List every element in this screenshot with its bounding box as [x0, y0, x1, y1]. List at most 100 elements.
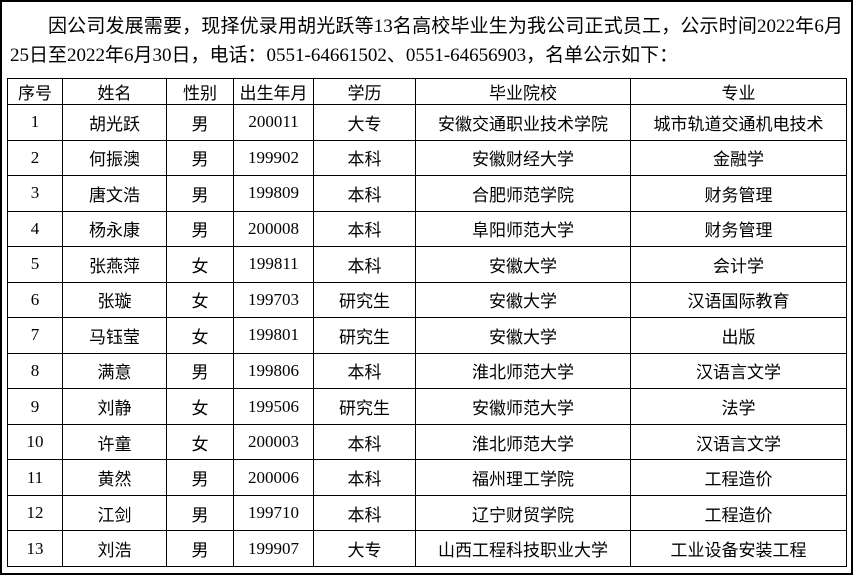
table-cell: 199506 — [233, 388, 314, 425]
table-cell: 男 — [166, 494, 234, 532]
table-cell: 200003 — [233, 423, 314, 461]
table-cell: 工业设备安装工程 — [630, 530, 847, 567]
table-header-cell: 性别 — [166, 78, 234, 105]
table-cell: 女 — [166, 246, 234, 283]
table-row: 7 马钰莹女 199801 研究生 安徽大学 出版 — [7, 317, 847, 354]
table-cell: 199806 — [233, 352, 314, 390]
table-cell: 辽宁财贸学院 — [415, 494, 631, 532]
table-row: 4 杨永康男 200008 本科 阜阳师范大学 财务管理 — [7, 210, 847, 248]
table-cell: 财务管理 — [630, 210, 847, 248]
table-cell: 7 — [7, 317, 63, 354]
table-cell: 研究生 — [313, 388, 416, 425]
table-cell: 出版 — [630, 317, 847, 354]
table-cell: 山西工程科技职业大学 — [415, 530, 631, 567]
table-cell: 刘静 — [62, 388, 167, 425]
table-cell: 张璇 — [62, 281, 167, 319]
table-row: 3 唐文浩男 199809 本科 合肥师范学院 财务管理 — [7, 175, 847, 212]
table-cell: 财务管理 — [630, 175, 847, 212]
table-cell: 淮北师范大学 — [415, 352, 631, 390]
table-cell: 199902 — [233, 139, 314, 177]
notice-intro-text: 因公司发展需要，现择优录用胡光跃等13名高校毕业生为我公司正式员工，公示时间20… — [10, 16, 843, 66]
table-row: 11 黄然男 200006 本科 福州理工学院 工程造价 — [7, 459, 847, 496]
table-cell: 男 — [166, 175, 234, 212]
table-cell: 本科 — [313, 494, 416, 532]
table-cell: 汉语言文学 — [630, 352, 847, 390]
table-cell: 本科 — [313, 423, 416, 461]
table-cell: 11 — [7, 459, 63, 496]
table-cell: 5 — [7, 246, 63, 283]
table-header-cell: 毕业院校 — [415, 78, 631, 105]
table-header-cell: 序号 — [7, 78, 63, 105]
table-cell: 6 — [7, 281, 63, 319]
table-cell: 何振澳 — [62, 139, 167, 177]
table-cell: 199703 — [233, 281, 314, 319]
table-cell: 女 — [166, 388, 234, 425]
table-cell: 男 — [166, 210, 234, 248]
table-cell: 淮北师范大学 — [415, 423, 631, 461]
table-cell: 199809 — [233, 175, 314, 212]
table-cell: 刘浩 — [62, 530, 167, 567]
table-cell: 江剑 — [62, 494, 167, 532]
table-cell: 安徽交通职业技术学院 — [415, 104, 631, 141]
table-header-cell: 专业 — [630, 78, 847, 105]
table-cell: 研究生 — [313, 317, 416, 354]
table-row: 2 何振澳男 199902 本科 安徽财经大学 金融学 — [7, 139, 847, 177]
table-cell: 许童 — [62, 423, 167, 461]
table-cell: 本科 — [313, 139, 416, 177]
graduates-table: 序号 姓名 性别 出生年月 学历 毕业院校 专业 1 胡光跃男 200011 大专 安徽交通职业技术… — [7, 78, 847, 567]
table-cell: 法学 — [630, 388, 847, 425]
table-row: 13 刘浩男 199907 大专 山西工程科技职业大学 工业设备安装工程 — [7, 530, 847, 567]
table-cell: 200008 — [233, 210, 314, 248]
table-cell: 本科 — [313, 175, 416, 212]
table-cell: 福州理工学院 — [415, 459, 631, 496]
table-cell: 女 — [166, 281, 234, 319]
table-cell: 胡光跃 — [62, 104, 167, 141]
table-cell: 9 — [7, 388, 63, 425]
table-cell: 研究生 — [313, 281, 416, 319]
table-cell: 本科 — [313, 246, 416, 283]
table-cell: 阜阳师范大学 — [415, 210, 631, 248]
table-cell: 工程造价 — [630, 459, 847, 496]
table-cell: 杨永康 — [62, 210, 167, 248]
table-cell: 金融学 — [630, 139, 847, 177]
table-cell: 2 — [7, 139, 63, 177]
table-cell: 女 — [166, 423, 234, 461]
table-cell: 汉语国际教育 — [630, 281, 847, 319]
table-cell: 工程造价 — [630, 494, 847, 532]
table-cell: 男 — [166, 530, 234, 567]
table-cell: 199907 — [233, 530, 314, 567]
table-cell: 199811 — [233, 246, 314, 283]
table-cell: 1 — [7, 104, 63, 141]
table-cell: 3 — [7, 175, 63, 212]
table-cell: 男 — [166, 104, 234, 141]
table-cell: 会计学 — [630, 246, 847, 283]
table-cell: 男 — [166, 139, 234, 177]
table-cell: 4 — [7, 210, 63, 248]
table-cell: 安徽大学 — [415, 281, 631, 319]
table-cell: 本科 — [313, 210, 416, 248]
table-cell: 安徽财经大学 — [415, 139, 631, 177]
table-header-cell: 出生年月 — [233, 78, 314, 105]
table-cell: 马钰莹 — [62, 317, 167, 354]
table-cell: 安徽师范大学 — [415, 388, 631, 425]
table-cell: 男 — [166, 459, 234, 496]
table-cell: 8 — [7, 352, 63, 390]
table-cell: 张燕萍 — [62, 246, 167, 283]
table-cell: 合肥师范学院 — [415, 175, 631, 212]
table-cell: 安徽大学 — [415, 317, 631, 354]
table-cell: 12 — [7, 494, 63, 532]
table-row: 6 张璇女 199703 研究生 安徽大学 汉语国际教育 — [7, 281, 847, 319]
table-cell: 满意 — [62, 352, 167, 390]
table-cell: 女 — [166, 317, 234, 354]
table-cell: 13 — [7, 530, 63, 567]
table-row: 8 满意男 199806 本科 淮北师范大学 汉语言文学 — [7, 352, 847, 390]
table-header-cell: 姓名 — [62, 78, 167, 105]
table-body: 1 胡光跃男 200011 大专 安徽交通职业技术学院 城市轨道交通机电技术 2 何振澳男 19… — [7, 104, 847, 567]
table-cell: 唐文浩 — [62, 175, 167, 212]
table-row: 12 江剑男 199710 本科 辽宁财贸学院 工程造价 — [7, 494, 847, 532]
table-cell: 安徽大学 — [415, 246, 631, 283]
table-cell: 200011 — [233, 104, 314, 141]
table-cell: 黄然 — [62, 459, 167, 496]
table-row: 9 刘静女 199506 研究生 安徽师范大学 法学 — [7, 388, 847, 425]
